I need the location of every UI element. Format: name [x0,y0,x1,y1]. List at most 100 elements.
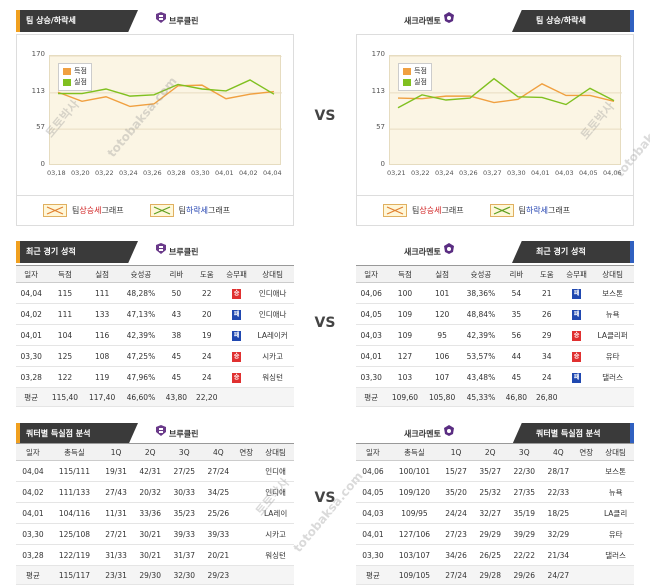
column-header: 슛성공 [460,265,502,283]
table-cell: 104/116 [49,502,100,524]
table-cell: 03,28 [16,366,47,388]
table-cell: 댈러스 [597,544,634,566]
table-cell: 22 [191,282,222,304]
table-cell: 116 [83,324,121,346]
table-cell: 43,80 [161,387,192,407]
loss-badge: 패 [232,309,242,320]
table-row: 04,01 127 106 53,57% 44 34 승 유타 [356,345,634,367]
table-cell: 23/31 [99,565,134,585]
table-cell: 24 [191,345,222,367]
table-cell: 29/26 [507,565,542,585]
table-cell: 38,36% [460,282,502,304]
table-row: 03,30 103/107 34/26 26/25 22/22 21/34 댈러스 [356,544,634,566]
table-cell: 42,39% [460,324,502,346]
table-row: 04,05 109 120 48,84% 35 26 패 뉴욕 [356,303,634,325]
table-cell: 39/29 [507,523,542,545]
table-cell: 26,80 [531,387,562,407]
table-cell: 28/17 [541,460,576,482]
column-header: 도움 [531,265,562,283]
x-tick-label: 03,26 [459,169,478,177]
column-header: 1Q [439,443,474,461]
table-cell: 04,04 [16,282,47,304]
table-cell: 뉴욕 [597,481,634,503]
x-tick-label: 03,26 [143,169,162,177]
table-cell: 115/117 [49,565,100,585]
column-header: 일자 [356,443,390,461]
loss-badge: 패 [232,330,242,341]
table-cell [257,565,294,585]
x-tick-label: 04,03 [555,169,574,177]
score-swatch-icon [63,67,71,75]
recent-table-left: 일자 득점 실점 슛성공 리바 도움 승무패 상대팀 04,04 115 111 48,28% 50 22… [16,265,294,407]
table-cell: 34 [531,345,562,367]
team-name: 새크라멘토 [404,423,457,445]
plot-area: 득점 실점 [389,55,622,165]
table-cell: 평균 [356,565,390,585]
table-cell: 25/32 [473,481,508,503]
table-row: 04,02 111 133 47,13% 43 20 패 인디애나 [16,303,294,325]
table-cell: 인디애 [257,481,294,503]
table-cell: 125 [46,345,84,367]
table-row: 04,01 127/106 27/23 29/29 39/29 32/29 유타 [356,523,634,545]
table-cell: 04,01 [356,345,387,367]
table-cell: 45 [501,366,532,388]
series-line-score [57,84,275,108]
table-cell: 유타 [591,345,634,367]
y-tick-label: 57 [376,123,385,132]
table-cell: 42,39% [120,324,162,346]
table-cell: 04,04 [16,460,50,482]
table-cell: 15/27 [439,460,474,482]
table-row: 04,06 100 101 38,36% 54 21 패 보스톤 [356,282,634,304]
table-cell: 18/25 [541,502,576,524]
x-tick-label: 03,18 [47,169,66,177]
table-cell: 평균 [16,387,47,407]
sacramento-logo-icon [443,10,454,32]
column-header: 득점 [46,265,84,283]
trend-chart-right: 득점 실점 팀 상승세 그래프 팀 하락세 그래프 170 113 57 0 03,21… [356,34,634,226]
table-cell: 30/33 [167,481,202,503]
table-cell: 24/27 [541,565,576,585]
table-cell: 승 [561,324,592,346]
table-cell [235,565,258,585]
win-badge: 승 [572,351,582,362]
section-title: 팀 상승/하락세 [26,16,76,25]
rise-graph-icon [43,204,67,217]
table-cell: 패 [221,324,252,346]
win-badge: 승 [232,372,242,383]
table-cell: 45 [161,366,192,388]
column-header: 승무패 [561,265,592,283]
table-cell [235,502,258,524]
column-header: 3Q [507,443,542,461]
brooklyn-logo-icon [156,10,166,32]
table-cell: 11/31 [99,502,134,524]
table-cell: 127/106 [389,523,440,545]
table-cell: 109/95 [389,502,440,524]
table-cell: 50 [161,282,192,304]
recent-table-right: 일자 득점 실점 슛성공 리바 도움 승무패 상대팀 04,06 100 101 38,36% 54 21… [356,265,634,407]
quarter-header-left: 쿼터별 득실점 분석 브루클린 [16,423,306,445]
section-title: 최근 경기 성적 [536,247,586,256]
table-cell: 04,06 [356,460,390,482]
x-tick-label: 03,20 [71,169,90,177]
sacramento-logo-icon [443,423,454,445]
table-cell: 39/33 [167,523,202,545]
table-cell: 47,13% [120,303,162,325]
trend-header-left: 팀 상승/하락세 브루클린 [16,10,306,32]
table-cell: 27/21 [99,523,134,545]
table-cell: 43 [161,303,192,325]
table-cell: 108 [83,345,121,367]
table-cell: 115/111 [49,460,100,482]
column-header: 일자 [16,265,47,283]
table-cell [561,387,592,407]
line-chart [390,56,622,130]
table-cell: 107 [423,366,461,388]
table-row: 03,30 103 107 43,48% 45 24 패 댈러스 [356,366,634,388]
column-header: 4Q [541,443,576,461]
table-row: 04,01 104/116 11/31 33/36 35/23 25/26 LA레이 [16,502,294,524]
table-cell [575,544,598,566]
table-row: 03,30 125/108 27/21 30/21 39/33 39/33 시카고 [16,523,294,545]
table-cell: 95 [423,324,461,346]
table-cell: 인디애나 [251,282,294,304]
table-cell: 54 [501,282,532,304]
table-cell: 34/25 [201,481,236,503]
